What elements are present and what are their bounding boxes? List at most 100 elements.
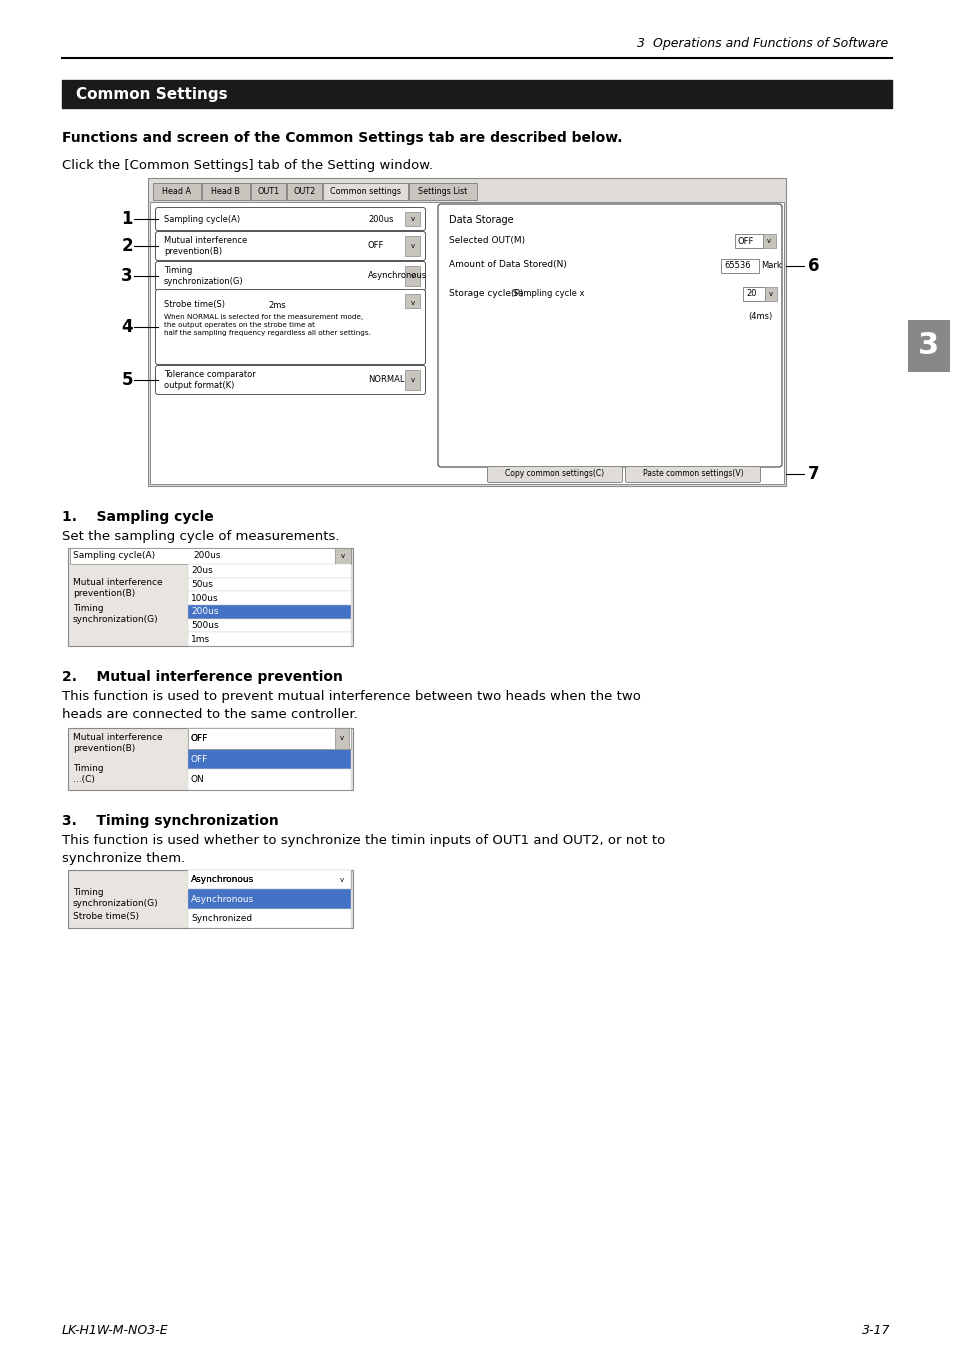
- Text: Timing
...(C): Timing ...(C): [73, 764, 104, 784]
- Bar: [188, 909, 351, 927]
- Text: Sampling cycle(A): Sampling cycle(A): [73, 552, 155, 561]
- Bar: [68, 548, 353, 646]
- Text: 3-17: 3-17: [861, 1324, 889, 1337]
- Bar: [150, 201, 783, 484]
- Text: v: v: [340, 553, 345, 558]
- Text: ON: ON: [191, 775, 205, 784]
- Bar: [287, 183, 322, 200]
- FancyBboxPatch shape: [155, 289, 425, 365]
- Text: Paste common settings(V): Paste common settings(V): [642, 469, 742, 479]
- Bar: [188, 619, 351, 633]
- FancyBboxPatch shape: [155, 231, 425, 261]
- Bar: [68, 869, 353, 927]
- Bar: [335, 727, 349, 749]
- Text: 200us: 200us: [191, 607, 218, 617]
- Bar: [202, 183, 250, 200]
- Text: OFF: OFF: [191, 754, 208, 764]
- FancyBboxPatch shape: [487, 466, 622, 483]
- Bar: [409, 183, 476, 200]
- Text: 2: 2: [121, 237, 132, 256]
- FancyBboxPatch shape: [155, 365, 425, 395]
- Text: 7: 7: [807, 465, 819, 483]
- Text: Storage cycle(P): Storage cycle(P): [449, 288, 523, 297]
- Text: 200us: 200us: [368, 215, 393, 223]
- Text: Common settings: Common settings: [330, 187, 400, 196]
- Text: Copy common settings(C): Copy common settings(C): [505, 469, 604, 479]
- Bar: [323, 183, 408, 200]
- FancyBboxPatch shape: [437, 204, 781, 466]
- Text: Tolerance comparator
output format(K): Tolerance comparator output format(K): [164, 370, 255, 389]
- Text: 2.    Mutual interference prevention: 2. Mutual interference prevention: [62, 671, 342, 684]
- Text: OUT2: OUT2: [294, 187, 315, 196]
- Text: OFF: OFF: [368, 242, 384, 250]
- Text: v: v: [768, 291, 772, 297]
- Bar: [405, 266, 419, 287]
- Bar: [188, 633, 351, 646]
- Text: 500us: 500us: [191, 621, 218, 630]
- Text: 3: 3: [121, 266, 132, 285]
- Text: 6: 6: [807, 257, 819, 274]
- Text: Selected OUT(M): Selected OUT(M): [449, 235, 524, 245]
- Bar: [188, 604, 351, 619]
- Text: Head A: Head A: [162, 187, 192, 196]
- Text: v: v: [410, 273, 415, 279]
- Text: Asynchronous: Asynchronous: [191, 875, 254, 884]
- Text: LK-H1W-M-NO3-E: LK-H1W-M-NO3-E: [62, 1324, 169, 1337]
- Bar: [907, 320, 949, 372]
- Text: Mark: Mark: [760, 261, 781, 270]
- Bar: [405, 237, 419, 256]
- Text: Common Settings: Common Settings: [76, 87, 228, 101]
- FancyBboxPatch shape: [155, 207, 425, 230]
- Bar: [188, 591, 351, 604]
- Text: Strobe time(S): Strobe time(S): [73, 913, 139, 921]
- Text: Mutual interference
prevention(B): Mutual interference prevention(B): [164, 237, 247, 256]
- Text: Set the sampling cycle of measurements.: Set the sampling cycle of measurements.: [62, 530, 339, 544]
- Bar: [188, 890, 351, 909]
- Bar: [335, 548, 351, 564]
- Text: Asynchronous: Asynchronous: [368, 272, 427, 280]
- Bar: [734, 234, 762, 247]
- Text: 5: 5: [121, 370, 132, 389]
- Text: Click the [Common Settings] tab of the Setting window.: Click the [Common Settings] tab of the S…: [62, 158, 433, 172]
- Text: 3.    Timing synchronization: 3. Timing synchronization: [62, 814, 278, 827]
- Text: OFF: OFF: [738, 237, 754, 246]
- Text: v: v: [410, 216, 415, 222]
- Text: Settings List: Settings List: [418, 187, 467, 196]
- Text: 20us: 20us: [191, 566, 213, 576]
- Text: This function is used to prevent mutual interference between two heads when the : This function is used to prevent mutual …: [62, 690, 640, 721]
- Text: Asynchronous: Asynchronous: [191, 875, 254, 884]
- Bar: [152, 183, 201, 200]
- Bar: [188, 564, 351, 577]
- Bar: [188, 727, 351, 749]
- Bar: [720, 260, 759, 273]
- Bar: [188, 769, 351, 790]
- Bar: [148, 178, 785, 485]
- FancyBboxPatch shape: [155, 261, 425, 291]
- Text: 1.    Sampling cycle: 1. Sampling cycle: [62, 510, 213, 525]
- Text: Sampling cycle(A): Sampling cycle(A): [164, 215, 240, 223]
- Text: 1: 1: [121, 210, 132, 228]
- Bar: [70, 548, 351, 564]
- Bar: [335, 869, 349, 890]
- Text: NORMAL: NORMAL: [368, 376, 404, 384]
- Text: Mutual interference
prevention(B): Mutual interference prevention(B): [73, 579, 162, 598]
- Text: v: v: [339, 735, 344, 741]
- Text: 3: 3: [918, 331, 939, 361]
- Bar: [405, 293, 419, 308]
- Text: 200us: 200us: [193, 552, 220, 561]
- Text: v: v: [410, 300, 415, 306]
- Text: v: v: [410, 377, 415, 383]
- Text: 2ms: 2ms: [268, 300, 286, 310]
- Text: 3  Operations and Functions of Software: 3 Operations and Functions of Software: [636, 37, 887, 50]
- Text: Timing
synchronization(G): Timing synchronization(G): [164, 266, 243, 287]
- Text: Mutual interference
prevention(B): Mutual interference prevention(B): [73, 733, 162, 753]
- Bar: [251, 183, 286, 200]
- Text: (4ms): (4ms): [747, 312, 771, 322]
- Bar: [762, 234, 775, 247]
- Bar: [764, 287, 776, 301]
- Text: Asynchronous: Asynchronous: [191, 895, 254, 903]
- Text: OFF: OFF: [191, 734, 208, 742]
- Text: v: v: [410, 243, 415, 249]
- Bar: [188, 577, 351, 591]
- Text: This function is used whether to synchronize the timin inputs of OUT1 and OUT2, : This function is used whether to synchro…: [62, 834, 664, 865]
